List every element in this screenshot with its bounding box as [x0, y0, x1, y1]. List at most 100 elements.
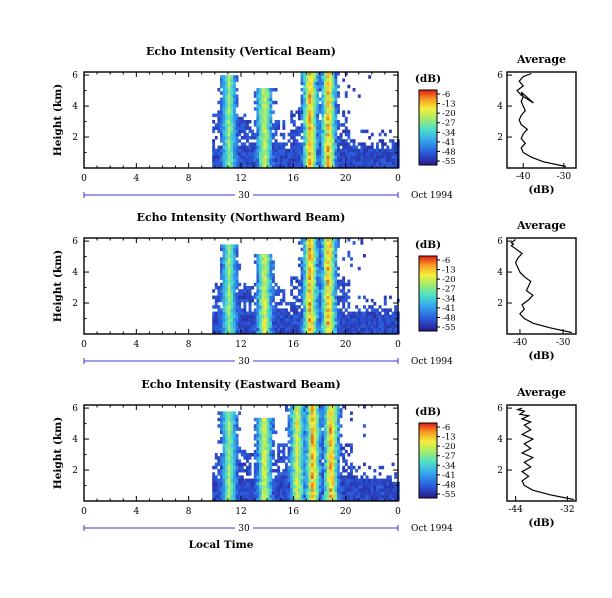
heatmap-cell	[324, 123, 327, 127]
heatmap-cell	[365, 475, 369, 479]
heatmap-cell	[235, 424, 239, 428]
heatmap-cell	[220, 465, 223, 470]
heatmap-cell	[316, 123, 320, 127]
heatmap-cell	[274, 158, 278, 162]
heatmap-cell	[264, 330, 268, 335]
heatmap-cell	[376, 327, 379, 332]
heatmap-cell	[324, 110, 327, 114]
heatmap-cell	[324, 298, 327, 303]
heatmap-cell	[274, 126, 278, 130]
heatmap-cell	[214, 155, 218, 159]
heatmap-cell	[235, 88, 239, 92]
heatmap-cell	[324, 459, 327, 463]
heatmap-cell	[337, 449, 340, 454]
heatmap-cell	[222, 414, 226, 419]
heatmap-cell	[311, 142, 314, 146]
heatmap-cell	[217, 100, 221, 105]
heatmap-cell	[342, 459, 346, 463]
heatmap-cell	[285, 318, 288, 322]
heatmap-cell	[300, 142, 304, 146]
heatmap-cell	[300, 472, 304, 476]
heatmap-cell	[214, 462, 218, 467]
heatmap-cell	[298, 155, 301, 159]
heatmap-cell	[235, 305, 239, 309]
heatmap-cell	[383, 485, 387, 489]
heatmap-cell	[313, 459, 317, 463]
heatmap-cell	[337, 266, 340, 271]
heatmap-cell	[334, 411, 338, 415]
heatmap-cell	[300, 123, 304, 127]
heatmap-cell	[365, 145, 369, 150]
heatmap-cell	[334, 161, 338, 166]
heatmap-cell	[324, 443, 327, 447]
heatmap-cell	[331, 414, 335, 419]
heatmap-cell	[316, 327, 320, 332]
heatmap-cell	[292, 424, 296, 428]
heatmap-cell	[303, 84, 307, 89]
heatmap-cell	[282, 161, 286, 166]
heatmap-cell	[342, 446, 346, 451]
heatmap-cell	[269, 481, 273, 486]
heatmap-cell	[269, 311, 273, 316]
heatmap-cell	[370, 158, 374, 162]
heatmap-cell	[243, 164, 247, 169]
heatmap-cell	[321, 254, 325, 258]
heatmap-cell	[256, 132, 260, 137]
heatmap-cell	[227, 440, 231, 444]
heatmap-cell	[269, 465, 273, 470]
heatmap-cell	[298, 437, 301, 441]
heatmap-cell	[253, 260, 257, 264]
heatmap-cell	[311, 107, 314, 111]
x-tick-label: 4	[133, 340, 139, 350]
heatmap-cell	[326, 417, 330, 422]
heatmap-cell	[383, 327, 387, 332]
heatmap-cell	[305, 475, 309, 479]
heatmap-cell	[259, 94, 262, 98]
heatmap-cell	[269, 321, 273, 325]
heatmap-cell	[331, 279, 335, 284]
heatmap-cell	[321, 443, 325, 447]
heatmap-cell	[326, 475, 330, 479]
heatmap-cell	[256, 276, 260, 280]
heatmap-cell	[269, 443, 273, 447]
heatmap-cell	[318, 136, 322, 140]
profile-x-tick-label: -32	[560, 505, 575, 515]
y-tick-label: 4	[72, 102, 78, 112]
heatmap-cell	[344, 469, 348, 473]
heatmap-cell	[326, 481, 330, 486]
heatmap-cell	[347, 250, 351, 255]
heatmap-cell	[313, 254, 317, 258]
heatmap-cell	[212, 481, 216, 486]
heatmap-cell	[274, 139, 278, 143]
heatmap-cell	[305, 148, 309, 153]
heatmap-cell	[337, 465, 340, 470]
heatmap-cell	[256, 260, 260, 264]
heatmap-cell	[238, 327, 242, 332]
heatmap-cell	[214, 148, 218, 153]
heatmap-cell	[331, 497, 335, 502]
heatmap-cell	[347, 254, 351, 258]
heatmap-cell	[217, 491, 221, 495]
heatmap-cell	[350, 462, 353, 467]
heatmap-cell	[324, 311, 327, 316]
heatmap-cell	[331, 257, 335, 261]
heatmap-cell	[264, 273, 268, 277]
heatmap-cell	[233, 104, 236, 108]
heatmap-cell	[238, 491, 242, 495]
heatmap-cell	[269, 424, 273, 428]
heatmap-cell	[324, 126, 327, 130]
heatmap-cell	[344, 158, 348, 162]
heatmap-cell	[277, 459, 281, 463]
heatmap-cell	[331, 161, 335, 166]
heatmap-cell	[230, 244, 234, 248]
heatmap-cell	[246, 491, 249, 495]
heatmap-cell	[347, 318, 351, 322]
heatmap-cell	[256, 282, 260, 287]
heatmap-cell	[303, 244, 307, 248]
heatmap-cell	[318, 282, 322, 287]
heatmap-cell	[238, 289, 242, 293]
heatmap-cell	[251, 152, 255, 156]
heatmap-cell	[308, 424, 312, 428]
heatmap-cell	[337, 302, 340, 306]
heatmap-cell	[298, 257, 301, 261]
